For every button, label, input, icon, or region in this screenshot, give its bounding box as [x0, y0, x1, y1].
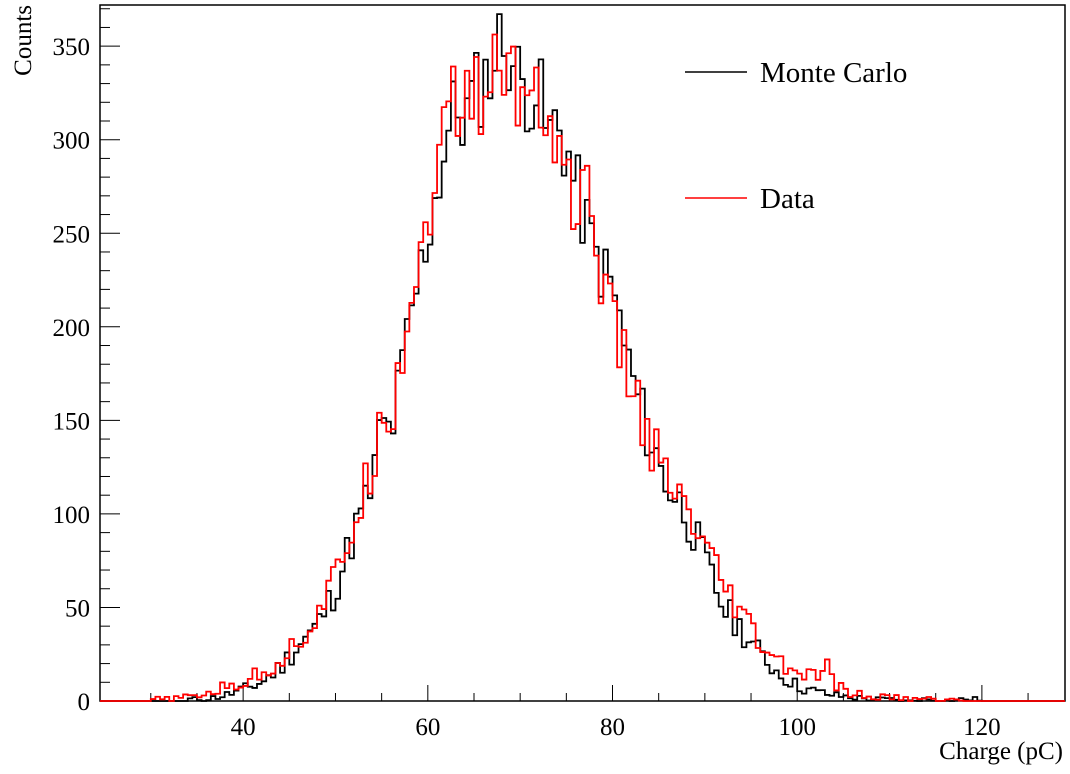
x-axis-ticks	[150, 685, 1029, 701]
x-tick-label: 120	[963, 714, 1001, 741]
y-tick-label: 250	[53, 221, 91, 248]
x-tick-labels: 40 60 80 100 120	[231, 714, 1001, 741]
legend-label-data: Data	[760, 183, 815, 215]
plot-frame	[99, 4, 1066, 702]
x-tick-label: 100	[778, 714, 816, 741]
y-tick-label: 0	[78, 689, 91, 716]
y-tick-label: 150	[53, 408, 91, 435]
y-axis-ticks	[100, 8, 120, 702]
y-tick-label: 200	[53, 315, 91, 342]
legend-label-monte-carlo: Monte Carlo	[760, 57, 907, 89]
y-tick-label: 300	[53, 128, 91, 155]
x-tick-label: 60	[415, 714, 440, 741]
y-tick-label: 50	[65, 595, 90, 622]
y-tick-labels: 0 50 100 150 200 250 300 350	[53, 34, 91, 716]
y-tick-label: 350	[53, 34, 91, 61]
x-axis-title: Charge (pC)	[939, 738, 1063, 765]
y-tick-label: 100	[53, 502, 91, 529]
legend: Monte Carlo Data	[685, 57, 907, 215]
x-tick-label: 40	[231, 714, 256, 741]
y-axis-title: Counts	[10, 5, 37, 76]
series-monte-carlo	[100, 13, 1065, 702]
series-data	[100, 33, 1065, 702]
x-tick-label: 80	[600, 714, 625, 741]
series-layer	[100, 13, 1065, 702]
